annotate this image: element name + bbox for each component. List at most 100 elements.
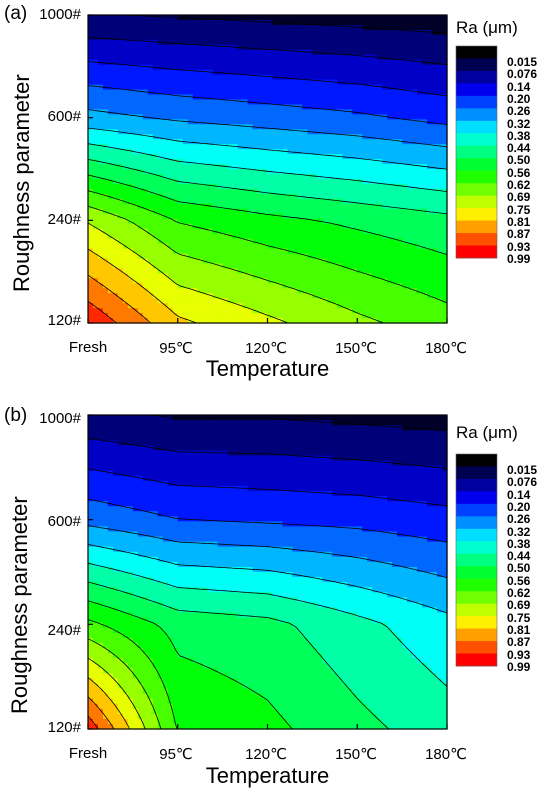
contour-cell	[88, 19, 94, 26]
contour-cell	[182, 129, 189, 135]
contour-cell	[162, 223, 169, 230]
contour-cell	[102, 193, 109, 200]
contour-cell	[412, 19, 418, 26]
contour-cell	[417, 258, 423, 264]
contour-cell	[92, 223, 99, 230]
contour-cell	[352, 79, 358, 86]
contour-cell	[342, 39, 348, 46]
contour-cell	[162, 84, 169, 91]
contour-cell	[402, 213, 408, 220]
contour-cell	[117, 29, 124, 36]
contour-cell	[107, 248, 114, 255]
contour-cell	[377, 164, 383, 170]
contour-cell	[392, 203, 398, 210]
contour-cell	[437, 124, 443, 130]
contour-cell	[352, 308, 358, 314]
contour-cell	[332, 164, 338, 170]
contour-cell	[232, 129, 239, 135]
contour-cell	[417, 298, 423, 304]
contour-cell	[182, 99, 189, 106]
contour-cell	[212, 303, 219, 309]
contour-cell	[167, 124, 174, 130]
contour-cell	[432, 24, 438, 31]
contour-cell	[132, 29, 139, 36]
contour-cell	[97, 318, 104, 324]
contour-cell	[397, 15, 403, 21]
contour-cell	[227, 308, 234, 314]
contour-cell	[232, 238, 239, 245]
contour-cell	[222, 208, 229, 215]
contour-cell	[337, 99, 343, 106]
contour-cell	[237, 24, 244, 31]
contour-cell	[242, 49, 249, 56]
contour-cell	[377, 313, 383, 319]
contour-cell	[337, 233, 343, 240]
contour-cell	[332, 94, 338, 101]
contour-cell	[117, 178, 124, 185]
contour-cell	[422, 84, 428, 91]
contour-cell	[287, 178, 294, 185]
contour-cell	[207, 39, 214, 46]
contour-cell	[88, 144, 94, 150]
contour-cell	[327, 273, 333, 279]
contour-cell	[152, 44, 159, 51]
contour-cell	[232, 114, 239, 120]
contour-cell	[422, 308, 428, 314]
contour-cell	[92, 139, 99, 145]
contour-cell	[172, 258, 179, 264]
contour-cell	[92, 94, 99, 101]
contour-cell	[247, 49, 254, 56]
contour-cell	[142, 19, 149, 26]
contour-cell	[117, 572, 124, 578]
contour-cell	[422, 303, 428, 309]
contour-cell	[277, 303, 284, 309]
contour-cell	[157, 188, 164, 195]
contour-cell	[412, 258, 418, 264]
contour-cell	[422, 44, 428, 51]
contour-cell	[267, 39, 274, 46]
contour-cell	[162, 193, 169, 200]
contour-cell	[317, 293, 323, 299]
contour-cell	[322, 169, 328, 175]
contour-cell	[202, 208, 209, 215]
contour-cell	[322, 119, 328, 125]
contour-cell	[107, 89, 114, 96]
contour-cell	[247, 29, 254, 36]
contour-cell	[172, 169, 179, 175]
contour-cell	[187, 69, 194, 76]
contour-cell	[97, 104, 104, 110]
x-tick-label: 180℃	[425, 340, 467, 357]
contour-cell	[387, 19, 393, 26]
contour-cell	[217, 164, 224, 170]
contour-cell	[377, 303, 383, 309]
contour-cell	[202, 318, 209, 324]
contour-cell	[272, 318, 279, 324]
contour-cell	[88, 228, 94, 235]
contour-cell	[282, 164, 289, 170]
contour-cell	[272, 238, 279, 245]
contour-cell	[257, 24, 264, 31]
contour-cell	[122, 490, 129, 497]
contour-cell	[102, 460, 109, 467]
contour-cell	[362, 104, 368, 110]
contour-cell	[402, 303, 408, 309]
contour-cell	[237, 198, 244, 205]
contour-cell	[247, 169, 254, 175]
contour-cell	[292, 193, 299, 200]
contour-cell	[432, 313, 438, 319]
contour-cell	[157, 64, 164, 71]
contour-cell	[402, 89, 408, 96]
contour-cell	[277, 208, 284, 215]
contour-cell	[437, 283, 443, 289]
contour-cell	[352, 49, 358, 56]
contour-cell	[107, 64, 114, 71]
contour-cell	[112, 84, 119, 91]
contour-cell	[262, 233, 269, 240]
contour-cell	[162, 109, 169, 115]
contour-cell	[347, 54, 353, 61]
contour-cell	[112, 506, 119, 512]
contour-cell	[187, 258, 194, 264]
contour-cell	[142, 293, 149, 299]
contour-cell	[102, 318, 109, 324]
contour-cell	[92, 318, 99, 324]
